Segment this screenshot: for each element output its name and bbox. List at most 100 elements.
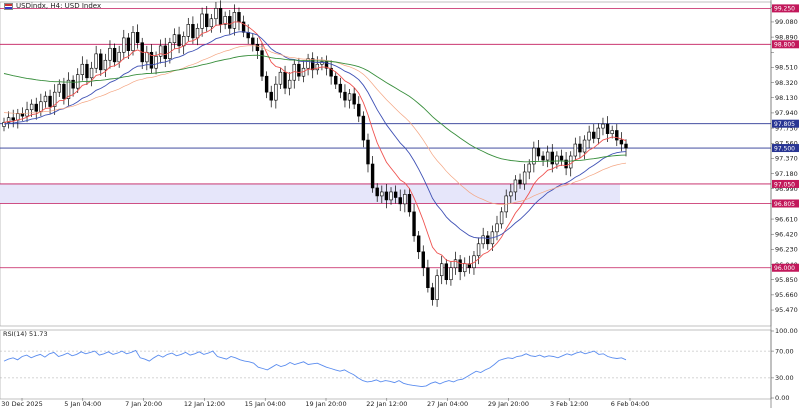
y-tick-label: 97.180 [775, 170, 798, 178]
candle-body [85, 63, 89, 79]
candle-body [122, 37, 126, 53]
candle-body [361, 115, 366, 141]
ema-fast-line [3, 21, 627, 265]
candle-body [619, 139, 624, 145]
candle-body [444, 263, 449, 281]
candle-body [370, 163, 375, 189]
candle-body [559, 155, 564, 161]
x-tick-label: 5 Jan 04:00 [64, 400, 101, 408]
candle-body [536, 147, 541, 157]
candle-body [255, 43, 260, 51]
y-tick-label: 97.940 [775, 109, 798, 117]
candle-body [126, 37, 131, 51]
level-label: 97.050 [774, 181, 795, 188]
candle-body [610, 130, 614, 134]
candle-body [352, 93, 356, 105]
candle-body [343, 91, 347, 101]
candle-body [177, 34, 181, 47]
candle-body [205, 13, 209, 28]
candle-body [16, 113, 20, 121]
level-badge [772, 144, 799, 153]
ema-mid-line [3, 31, 627, 239]
candle-body [310, 58, 315, 71]
candle-body [145, 51, 149, 63]
y-tick-label: 96.420 [775, 230, 798, 238]
candle-body [228, 16, 232, 29]
candle-body [214, 8, 218, 20]
y-tick-label: 96.610 [775, 215, 798, 223]
candle-body [269, 91, 273, 101]
level-label: 98.800 [774, 42, 795, 49]
candle-body [52, 91, 57, 107]
candle-body [366, 139, 370, 165]
candle-body [237, 12, 241, 23]
candle-body [200, 13, 204, 29]
candle-body [357, 103, 361, 117]
candle-body [287, 79, 292, 89]
candle-body [380, 191, 384, 197]
y-tick-label: 97.370 [775, 155, 798, 163]
candle-body [195, 28, 200, 39]
rsi-tick-label: 0.00 [775, 394, 789, 402]
candle-body [476, 243, 481, 257]
candle-body [440, 263, 444, 277]
x-tick-label: 7 Jan 20:00 [125, 400, 162, 408]
candle-body [407, 194, 412, 213]
x-tick-label: 30 Dec 2025 [1, 400, 43, 408]
level-badge [772, 179, 799, 188]
candle-body [89, 67, 94, 79]
candle-body [495, 223, 499, 233]
candle-body [435, 275, 439, 300]
candle-body [527, 163, 531, 173]
candle-body [163, 45, 167, 59]
rsi-pane-frame [0, 329, 772, 400]
candle-body [57, 83, 61, 93]
candle-body [398, 197, 402, 205]
candle-body [149, 51, 154, 69]
candle-body [545, 151, 550, 161]
x-tick-label: 29 Jan 20:00 [488, 400, 529, 408]
rsi-line [3, 349, 627, 388]
level-label: 97.805 [774, 121, 795, 128]
candle-body [499, 211, 504, 225]
x-tick-label: 3 Feb 12:00 [550, 400, 589, 408]
level-badge [772, 199, 799, 208]
candle-body [486, 235, 490, 245]
y-tick-label: 98.890 [775, 33, 798, 41]
candle-body [453, 259, 458, 269]
candle-body [135, 32, 140, 43]
symbol-title: USDindx, H4: USD Index [16, 2, 102, 10]
candle-body [592, 131, 596, 139]
candle-body [555, 155, 559, 165]
x-tick-label: 27 Jan 04:00 [427, 400, 468, 408]
candle-body [278, 71, 283, 85]
candle-body [283, 71, 287, 89]
candle-body [573, 143, 578, 157]
y-tick-label: 95.850 [775, 276, 798, 284]
candle-body [596, 127, 601, 139]
candle-body [403, 194, 407, 205]
level-badge [772, 40, 799, 49]
x-tick-label: 19 Jan 20:00 [305, 400, 346, 408]
candle-body [550, 151, 554, 165]
candle-body [532, 147, 536, 165]
candle-body [191, 24, 195, 39]
candle-body [306, 58, 310, 69]
candle-body [334, 75, 338, 85]
candle-body [329, 67, 333, 77]
candle-body [218, 8, 223, 25]
candle-body [338, 83, 343, 93]
candle-body [2, 122, 6, 127]
candle-body [426, 267, 430, 288]
candle-body [449, 267, 453, 281]
candle-body [347, 93, 352, 101]
candle-body [384, 191, 389, 201]
y-tick-label: 98.130 [775, 94, 798, 102]
candle-body [509, 191, 513, 197]
level-label: 97.500 [774, 145, 795, 152]
candle-body [158, 45, 163, 57]
candle-body [615, 130, 619, 141]
candle-body [430, 287, 435, 300]
candle-body [605, 123, 610, 134]
